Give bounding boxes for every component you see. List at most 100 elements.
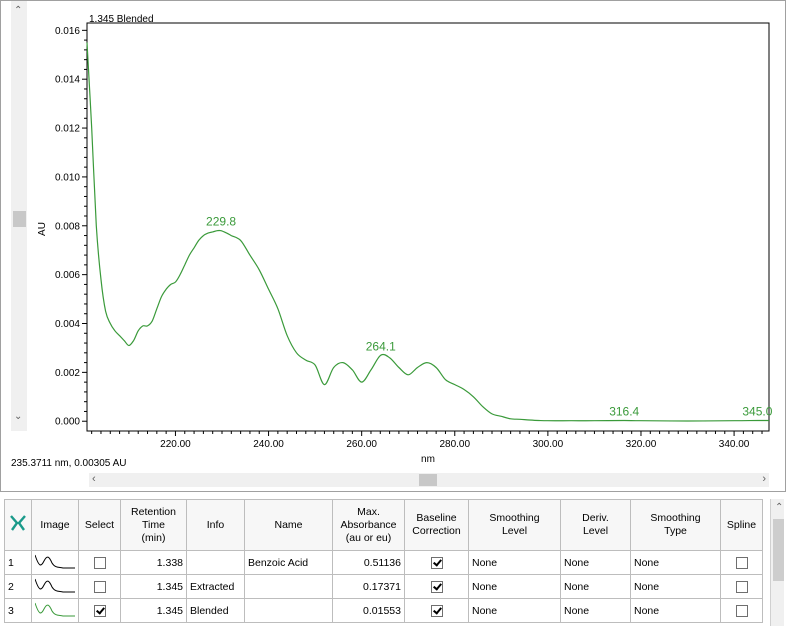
y-tick-label: 0.008 [55, 221, 80, 232]
x-tick-label: 300.00 [533, 439, 564, 450]
max-absorbance: 0.17371 [332, 574, 405, 599]
max-absorbance: 0.51136 [332, 550, 405, 575]
y-tick-label: 0.016 [55, 26, 80, 37]
header-retention-time[interactable]: Retention Time (min) [120, 499, 187, 551]
baseline-correction-cell[interactable] [404, 598, 469, 623]
retention-time: 1.338 [120, 550, 187, 575]
y-tick-label: 0.006 [55, 270, 80, 281]
smoothing-type-cell[interactable]: None [630, 550, 721, 575]
y-tick-label: 0.014 [55, 75, 80, 86]
scrollbar-thumb[interactable] [13, 211, 26, 227]
cursor-readout: 235.3711 nm, 0.00305 AU [11, 458, 127, 469]
smoothing-type-cell[interactable]: None [630, 598, 721, 623]
spectrum-vertical-scrollbar[interactable]: ⌃ ⌄ [11, 1, 27, 431]
deriv-level-cell[interactable]: None [560, 550, 631, 575]
scrollbar-thumb[interactable] [773, 519, 784, 581]
table-corner[interactable] [4, 499, 32, 551]
series-line-0[interactable] [86, 42, 769, 422]
info-cell: Blended [186, 598, 245, 623]
header-deriv-level[interactable]: Deriv. Level [560, 499, 631, 551]
baseline-checkbox[interactable] [430, 604, 443, 617]
info-cell [186, 550, 245, 575]
scroll-right-icon[interactable]: › [762, 473, 766, 485]
spline-checkbox[interactable] [735, 604, 748, 617]
row-number[interactable]: 3 [4, 598, 32, 623]
y-tick-label: 0.000 [55, 417, 80, 428]
spline-checkbox[interactable] [735, 580, 748, 593]
row-select-cell[interactable] [78, 550, 121, 575]
row-thumbnail[interactable] [31, 598, 79, 623]
row-thumbnail[interactable] [31, 574, 79, 599]
header-image[interactable]: Image [31, 499, 79, 551]
header-spline[interactable]: Spline [720, 499, 763, 551]
scroll-down-icon[interactable]: ⌄ [14, 411, 23, 422]
spline-checkbox[interactable] [735, 556, 748, 569]
peak-annotations: 229.8 264.1 316.4 345.0 [206, 215, 773, 419]
peak-label: 316.4 [609, 404, 639, 418]
chart-title: 1.345 Blended [89, 14, 154, 25]
name-cell[interactable] [244, 574, 333, 599]
deriv-level-cell[interactable]: None [560, 574, 631, 599]
baseline-correction-cell[interactable] [404, 574, 469, 599]
spectra-table: Image Select Retention Time (min) Info Nam… [4, 499, 763, 623]
table-vertical-scrollbar[interactable]: ⌃ [770, 499, 784, 626]
header-info[interactable]: Info [186, 499, 245, 551]
spectra-table-panel: Image Select Retention Time (min) Info Nam… [4, 499, 784, 626]
info-cell: Extracted [186, 574, 245, 599]
spline-cell[interactable] [720, 574, 763, 599]
scroll-up-icon[interactable]: ⌃ [14, 5, 23, 16]
table-row[interactable]: 3 1.345 Blended 0.01553 None None None [4, 598, 763, 623]
name-cell[interactable] [244, 598, 333, 623]
baseline-checkbox[interactable] [430, 556, 443, 569]
spectrum-chart[interactable]: 1.345 Blended 0.000 0.002 0.004 0.006 0.008 0… [1, 1, 785, 471]
spectrum-horizontal-scrollbar[interactable]: ‹ › [89, 473, 769, 487]
header-max-absorbance[interactable]: Max. Absorbance (au or eu) [332, 499, 405, 551]
smoothing-level-cell[interactable]: None [468, 598, 561, 623]
spline-cell[interactable] [720, 598, 763, 623]
x-tick-label: 260.00 [346, 439, 377, 450]
baseline-correction-cell[interactable] [404, 550, 469, 575]
y-tick-label: 0.012 [55, 124, 80, 135]
deriv-level-cell[interactable]: None [560, 598, 631, 623]
table-header-row: Image Select Retention Time (min) Info Nam… [4, 499, 763, 551]
series-layer [86, 42, 769, 422]
retention-time: 1.345 [120, 574, 187, 599]
header-name[interactable]: Name [244, 499, 333, 551]
row-select-cell[interactable] [78, 598, 121, 623]
smoothing-type-cell[interactable]: None [630, 574, 721, 599]
smoothing-level-cell[interactable]: None [468, 574, 561, 599]
y-tick-label: 0.004 [55, 319, 80, 330]
y-tick-label: 0.010 [55, 172, 80, 183]
select-checkbox[interactable] [93, 556, 106, 569]
row-number[interactable]: 2 [4, 574, 32, 599]
header-smoothing-type[interactable]: Smoothing Type [630, 499, 721, 551]
select-checkbox[interactable] [93, 580, 106, 593]
x-tick-label: 340.00 [719, 439, 750, 450]
retention-time: 1.345 [120, 598, 187, 623]
select-checkbox[interactable] [93, 604, 106, 617]
row-thumbnail[interactable] [31, 550, 79, 575]
smoothing-level-cell[interactable]: None [468, 550, 561, 575]
spectrum-panel: ⌃ ⌄ 1.345 Blended 0.000 0.002 0.004 0.006 0.… [0, 0, 786, 492]
table-row[interactable]: 2 1.345 Extracted 0.17371 None None None [4, 574, 763, 599]
scroll-left-icon[interactable]: ‹ [92, 473, 96, 485]
spectrum-thumbnail-icon [34, 602, 75, 617]
header-smoothing-level[interactable]: Smoothing Level [468, 499, 561, 551]
spline-cell[interactable] [720, 550, 763, 575]
peak-label: 229.8 [206, 215, 236, 229]
x-axis: 220.00 240.00 260.00 280.00 300.00 320.00 340.… [91, 431, 763, 450]
scrollbar-thumb[interactable] [419, 474, 437, 486]
spectrum-tool-icon[interactable] [8, 513, 28, 533]
baseline-checkbox[interactable] [430, 580, 443, 593]
x-axis-label: nm [421, 454, 435, 465]
row-select-cell[interactable] [78, 574, 121, 599]
scroll-up-icon[interactable]: ⌃ [775, 502, 784, 513]
max-absorbance: 0.01553 [332, 598, 405, 623]
header-select[interactable]: Select [78, 499, 121, 551]
plot-area[interactable] [86, 22, 770, 432]
name-cell[interactable]: Benzoic Acid [244, 550, 333, 575]
y-tick-label: 0.002 [55, 368, 80, 379]
header-baseline-correction[interactable]: Baseline Correction [404, 499, 469, 551]
table-row[interactable]: 1 1.338 Benzoic Acid 0.51136 None None None [4, 550, 763, 575]
row-number[interactable]: 1 [4, 550, 32, 575]
